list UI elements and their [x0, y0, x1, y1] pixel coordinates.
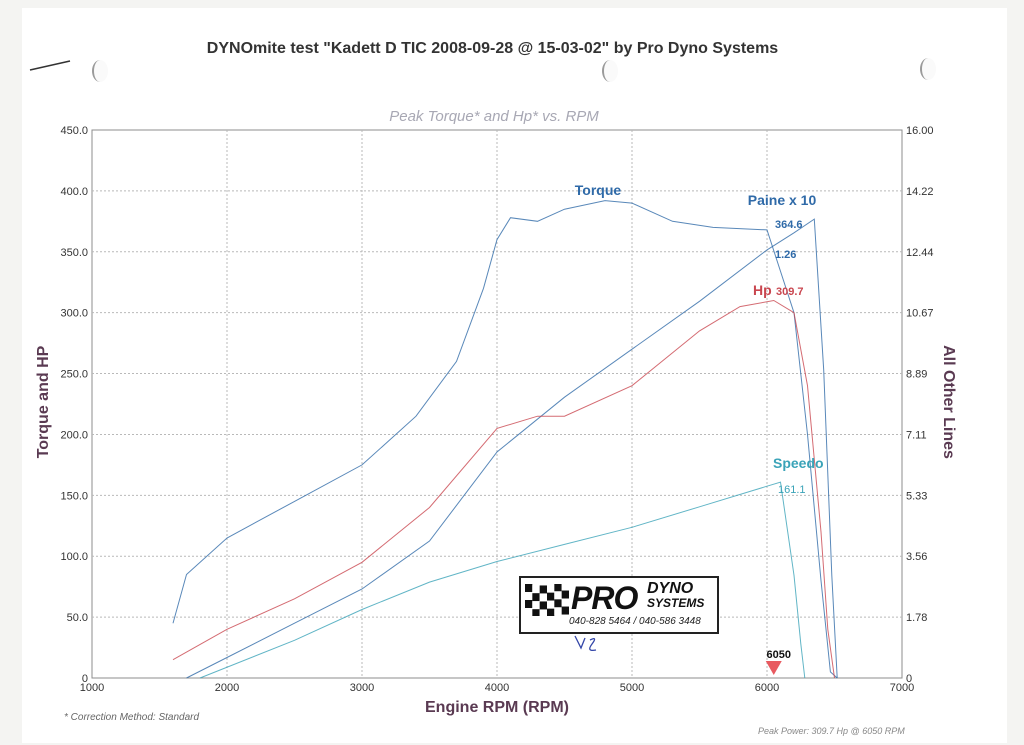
- y2-tick-label: 14.22: [906, 186, 934, 198]
- x-tick-label: 4000: [485, 682, 509, 694]
- rpm-marker-label: 6050: [767, 649, 791, 661]
- series-label-speedo: Speedo: [773, 455, 824, 471]
- x-tick-label: 6000: [755, 682, 779, 694]
- checkered-flag-icon: [525, 584, 569, 616]
- logo-subtitle-line2: SYSTEMS: [647, 596, 705, 610]
- page-title: DYNOmite test "Kadett D TIC 2008-09-28 @…: [206, 40, 779, 57]
- flag-square: [532, 593, 540, 602]
- paine-peak-value: 364.6: [775, 219, 803, 231]
- paine-sub-value: 1.26: [775, 249, 796, 261]
- footnote: * Correction Method: Standard: [64, 712, 200, 723]
- chart-subtitle: Peak Torque* and Hp* vs. RPM: [389, 108, 599, 125]
- flag-square: [554, 599, 562, 608]
- y2-tick-label: 0: [906, 673, 912, 685]
- flag-square: [547, 608, 555, 616]
- series-labels: Torque Paine x 10 364.6 1.26 Hp 309.7 Speedo 16…: [575, 182, 824, 496]
- flag-square: [525, 600, 533, 608]
- flag-square: [539, 585, 547, 594]
- flag-square: [532, 609, 540, 616]
- y-tick-label: 100.0: [60, 551, 88, 563]
- logo-subtitle-line1: DYNO: [647, 580, 694, 597]
- y-tick-label: 50.0: [67, 612, 88, 624]
- logo-subtitle: DYNO SYSTEMS: [647, 581, 704, 611]
- y2-tick-label: 7.11: [906, 429, 927, 441]
- x-tick-label: 7000: [890, 682, 914, 694]
- series-line-paine: [186, 218, 838, 679]
- y2-tick-label: 12.44: [906, 247, 934, 259]
- series-label-torque: Torque: [575, 182, 622, 198]
- flag-square: [539, 593, 547, 602]
- rpm-marker: 6050: [765, 649, 791, 675]
- y2-axis-label: All Other Lines: [940, 345, 957, 459]
- flag-square: [547, 584, 555, 593]
- y-tick-label: 250.0: [60, 369, 88, 381]
- peak-power-note: Peak Power: 309.7 Hp @ 6050 RPM: [758, 726, 905, 736]
- y-tick-label: 450.0: [60, 125, 88, 137]
- flag-square: [561, 584, 569, 591]
- flag-square: [532, 585, 540, 594]
- flag-square: [554, 591, 562, 600]
- logo-brand: PRO: [571, 580, 638, 616]
- binder-hole-middle: [602, 60, 618, 82]
- handwritten-mark: [574, 635, 597, 652]
- y2-tick-label: 16.00: [906, 125, 934, 137]
- pro-dyno-logo: PRO DYNO SYSTEMS 040-828 5464 / 040-586 …: [519, 576, 719, 634]
- y-axis-label: Torque and HP: [35, 345, 52, 458]
- grid: [92, 130, 902, 678]
- flag-square: [554, 607, 562, 616]
- y-tick-label: 350.0: [60, 247, 88, 259]
- flag-square: [532, 601, 540, 610]
- speedo-peak-value: 161.1: [778, 484, 806, 496]
- x-tick-label: 2000: [215, 682, 239, 694]
- x-tick-labels: 1000 2000 3000 4000 5000 6000 7000: [80, 682, 914, 694]
- y-tick-label: 400.0: [60, 186, 88, 198]
- x-axis-label: Engine RPM (RPM): [425, 699, 569, 716]
- flag-square: [525, 608, 533, 616]
- flag-square: [539, 601, 547, 610]
- y-tick-labels: 0 50.0 100.0 150.0 200.0 250.0 300.0 350.0 400.0…: [60, 125, 88, 685]
- y2-tick-label: 8.89: [906, 369, 927, 381]
- logo-phone: 040-828 5464 / 040-586 3448: [569, 616, 701, 627]
- binder-hole-left: [92, 60, 108, 82]
- series-lines: [172, 200, 838, 679]
- y-tick-label: 150.0: [60, 490, 88, 502]
- y2-tick-label: 3.56: [906, 551, 927, 563]
- y2-tick-labels: 0 1.78 3.56 5.33 7.11 8.89 10.67 12.44 14.22 16.0…: [906, 125, 934, 685]
- y2-tick-label: 1.78: [906, 612, 927, 624]
- flag-square: [561, 606, 569, 615]
- flag-square: [561, 598, 569, 607]
- flag-square: [525, 584, 533, 592]
- flag-square: [547, 592, 555, 601]
- y-tick-label: 300.0: [60, 308, 88, 320]
- y2-tick-label: 10.67: [906, 308, 934, 320]
- rpm-marker-triangle: [765, 661, 782, 675]
- flag-square: [561, 590, 569, 599]
- hp-peak-value: 309.7: [776, 286, 804, 298]
- flag-square: [554, 584, 562, 592]
- y-tick-label: 0: [82, 673, 88, 685]
- x-tick-label: 5000: [620, 682, 644, 694]
- x-tick-label: 3000: [350, 682, 374, 694]
- flag-square: [539, 609, 547, 616]
- x-tick-label: 1000: [80, 682, 104, 694]
- y2-tick-label: 5.33: [906, 490, 927, 502]
- series-line-speedo: [199, 481, 806, 679]
- series-line-torque: [172, 200, 838, 679]
- series-label-paine: Paine x 10: [748, 192, 817, 208]
- series-label-hp: Hp: [753, 282, 772, 298]
- y-tick-label: 200.0: [60, 429, 88, 441]
- series-line-hp: [172, 299, 835, 679]
- binder-hole-right: [920, 58, 936, 80]
- pen-mark: [29, 60, 71, 71]
- flag-square: [525, 592, 533, 600]
- flag-square: [547, 600, 555, 609]
